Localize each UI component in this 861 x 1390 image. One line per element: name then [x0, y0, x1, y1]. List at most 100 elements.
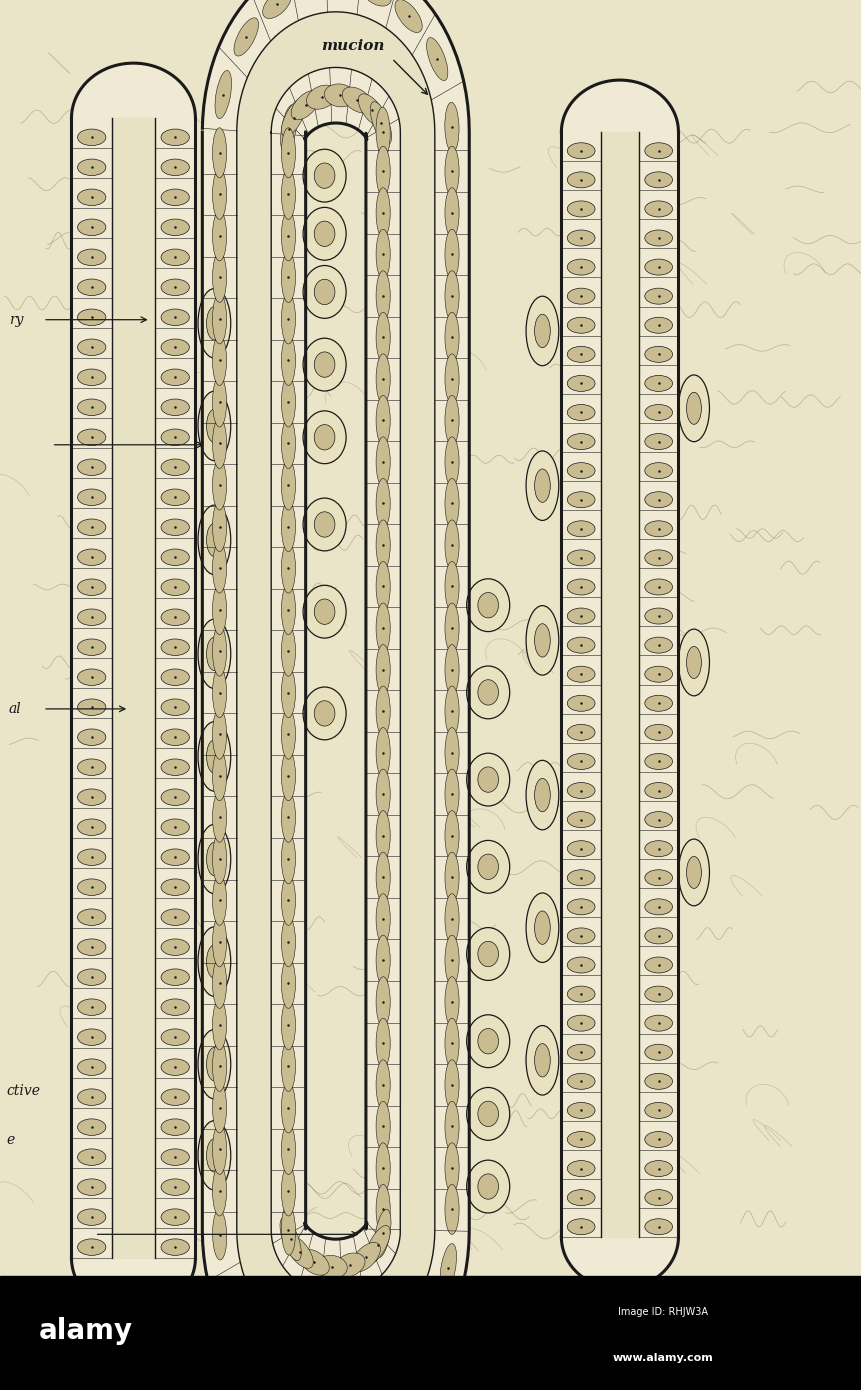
- Ellipse shape: [161, 518, 189, 535]
- Ellipse shape: [567, 753, 595, 770]
- Ellipse shape: [282, 626, 295, 676]
- Ellipse shape: [77, 580, 106, 595]
- Ellipse shape: [207, 409, 222, 442]
- Ellipse shape: [376, 769, 390, 819]
- Polygon shape: [561, 132, 678, 1237]
- Ellipse shape: [478, 941, 499, 966]
- Ellipse shape: [567, 1044, 595, 1061]
- Ellipse shape: [77, 158, 106, 175]
- Ellipse shape: [250, 1330, 276, 1362]
- Ellipse shape: [645, 172, 672, 188]
- Ellipse shape: [213, 834, 226, 884]
- Ellipse shape: [282, 792, 295, 842]
- Ellipse shape: [316, 1255, 347, 1279]
- Ellipse shape: [161, 819, 189, 835]
- Ellipse shape: [213, 128, 226, 178]
- Ellipse shape: [445, 687, 459, 737]
- Ellipse shape: [77, 1209, 106, 1226]
- Ellipse shape: [645, 1073, 672, 1090]
- Text: www.alamy.com: www.alamy.com: [612, 1352, 714, 1364]
- Ellipse shape: [376, 1101, 390, 1151]
- Ellipse shape: [376, 436, 390, 486]
- Ellipse shape: [535, 468, 550, 502]
- Ellipse shape: [645, 637, 672, 653]
- Ellipse shape: [645, 753, 672, 770]
- Ellipse shape: [213, 917, 226, 967]
- Ellipse shape: [161, 459, 189, 475]
- Ellipse shape: [282, 751, 295, 801]
- Ellipse shape: [314, 163, 335, 188]
- Ellipse shape: [198, 927, 231, 997]
- Ellipse shape: [645, 1015, 672, 1031]
- Ellipse shape: [645, 783, 672, 798]
- Ellipse shape: [77, 220, 106, 235]
- Ellipse shape: [303, 265, 346, 318]
- Ellipse shape: [161, 220, 189, 235]
- Ellipse shape: [213, 293, 226, 343]
- Ellipse shape: [213, 170, 226, 220]
- Polygon shape: [71, 63, 195, 118]
- Ellipse shape: [645, 550, 672, 566]
- Ellipse shape: [567, 1015, 595, 1031]
- Ellipse shape: [161, 339, 189, 356]
- Ellipse shape: [645, 229, 672, 246]
- Ellipse shape: [567, 783, 595, 798]
- Ellipse shape: [445, 852, 459, 902]
- Ellipse shape: [161, 639, 189, 656]
- Text: al: al: [9, 702, 22, 716]
- Ellipse shape: [376, 645, 390, 695]
- Ellipse shape: [77, 399, 106, 416]
- Ellipse shape: [303, 411, 346, 464]
- Ellipse shape: [280, 1357, 310, 1382]
- Ellipse shape: [161, 1059, 189, 1076]
- Ellipse shape: [281, 104, 297, 153]
- Ellipse shape: [567, 899, 595, 915]
- Ellipse shape: [645, 317, 672, 334]
- Ellipse shape: [161, 489, 189, 506]
- Ellipse shape: [207, 1138, 222, 1172]
- Ellipse shape: [303, 207, 346, 260]
- Ellipse shape: [198, 391, 231, 460]
- Ellipse shape: [526, 892, 559, 962]
- Ellipse shape: [376, 852, 390, 902]
- Ellipse shape: [645, 202, 672, 217]
- Ellipse shape: [445, 894, 459, 944]
- Ellipse shape: [445, 1101, 459, 1151]
- Ellipse shape: [282, 667, 295, 717]
- Ellipse shape: [77, 1238, 106, 1255]
- Ellipse shape: [282, 1083, 295, 1133]
- Ellipse shape: [213, 211, 226, 261]
- Ellipse shape: [282, 99, 306, 136]
- Ellipse shape: [314, 221, 335, 246]
- Ellipse shape: [375, 1209, 391, 1258]
- Ellipse shape: [645, 607, 672, 624]
- Ellipse shape: [526, 296, 559, 366]
- Ellipse shape: [645, 1102, 672, 1119]
- Ellipse shape: [645, 695, 672, 712]
- Ellipse shape: [77, 938, 106, 955]
- Ellipse shape: [77, 728, 106, 745]
- Ellipse shape: [213, 460, 226, 510]
- Ellipse shape: [282, 293, 295, 343]
- Ellipse shape: [77, 430, 106, 446]
- Polygon shape: [561, 1237, 678, 1289]
- Ellipse shape: [161, 1179, 189, 1195]
- Ellipse shape: [567, 202, 595, 217]
- Ellipse shape: [567, 870, 595, 885]
- Ellipse shape: [224, 1282, 245, 1325]
- Ellipse shape: [645, 580, 672, 595]
- Ellipse shape: [370, 101, 392, 145]
- Ellipse shape: [380, 1344, 409, 1373]
- Ellipse shape: [567, 580, 595, 595]
- Ellipse shape: [567, 841, 595, 856]
- Ellipse shape: [376, 603, 390, 653]
- Text: mucion: mucion: [321, 39, 385, 53]
- Bar: [0, 1276, 861, 1390]
- Ellipse shape: [77, 609, 106, 626]
- Ellipse shape: [645, 492, 672, 507]
- Ellipse shape: [376, 977, 390, 1027]
- Ellipse shape: [467, 753, 510, 806]
- Ellipse shape: [526, 450, 559, 520]
- Ellipse shape: [303, 498, 346, 550]
- Ellipse shape: [77, 1088, 106, 1105]
